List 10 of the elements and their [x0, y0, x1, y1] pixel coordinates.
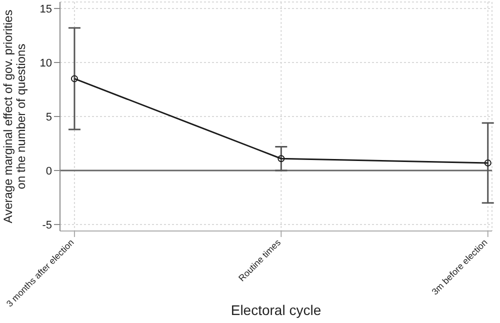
- point: [278, 155, 285, 162]
- point: [484, 159, 492, 166]
- y-axis-title: Average marginal effect of gov. priorities on the number of questions: [1, 10, 28, 224]
- y-tick-label: 0: [46, 165, 52, 178]
- y-tick-label: 10: [40, 57, 52, 70]
- point: [70, 75, 78, 82]
- y-tick-label: -5: [42, 219, 52, 232]
- x-axis-title: Electoral cycle: [230, 302, 322, 318]
- y-tick-label: 5: [46, 111, 52, 124]
- y-tick-label: 15: [40, 3, 52, 16]
